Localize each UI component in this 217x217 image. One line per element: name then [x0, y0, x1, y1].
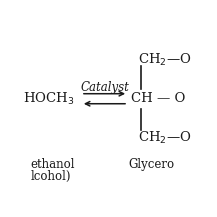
Text: Glycero: Glycero — [128, 158, 174, 171]
Text: lcohol): lcohol) — [30, 170, 71, 183]
Text: ethanol: ethanol — [30, 158, 75, 171]
Text: CH — O: CH — O — [132, 92, 186, 105]
Text: HOCH$_3$: HOCH$_3$ — [23, 91, 75, 107]
Text: CH$_2$—O: CH$_2$—O — [138, 130, 192, 146]
Text: CH$_2$—O: CH$_2$—O — [138, 51, 192, 67]
Text: Catalyst: Catalyst — [80, 81, 129, 94]
